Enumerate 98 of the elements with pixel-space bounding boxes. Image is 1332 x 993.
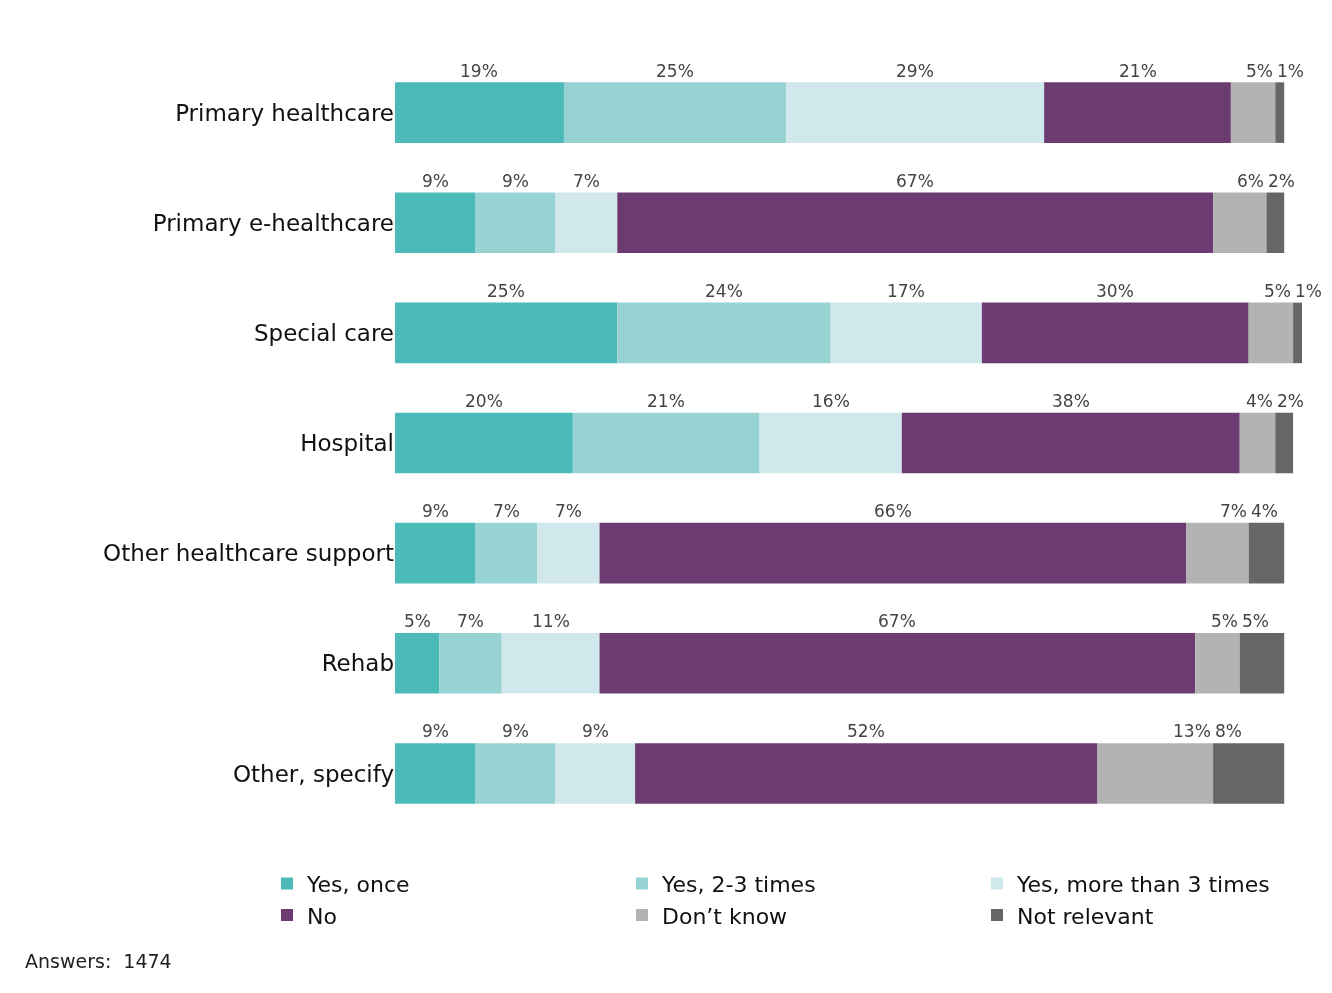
bar: [1248, 522, 1285, 584]
bar: [501, 633, 600, 694]
data-label: 9%: [582, 721, 609, 741]
bar: [1266, 192, 1285, 254]
bar: [599, 633, 1196, 694]
data-label: 7%: [493, 501, 520, 521]
data-label: 9%: [422, 721, 449, 741]
data-label: 7%: [555, 501, 582, 521]
bar: [395, 522, 476, 584]
bar: [617, 192, 1214, 254]
y-tick-label: Special care: [253, 319, 394, 346]
y-tick-label: Other healthcare support: [103, 540, 394, 567]
data-label: 17%: [887, 281, 925, 301]
data-label: 25%: [656, 61, 694, 81]
data-label: 7%: [573, 171, 600, 191]
bar: [599, 522, 1187, 584]
legend-label: Don’t know: [662, 903, 788, 929]
data-label: 1%: [1277, 61, 1304, 81]
text: Answers: 1474: [25, 950, 172, 972]
data-label: 9%: [502, 721, 529, 741]
data-label: 24%: [705, 281, 743, 301]
data-label: 6%: [1237, 171, 1264, 191]
bar: [572, 412, 760, 474]
bar: [981, 302, 1249, 364]
data-label: 67%: [878, 611, 916, 631]
bar: [537, 522, 600, 584]
data-label: 8%: [1215, 721, 1242, 741]
data-label: 7%: [457, 611, 484, 631]
data-label: 67%: [896, 171, 934, 191]
data-label: 9%: [422, 171, 449, 191]
bar: [617, 302, 831, 364]
bar: [1195, 633, 1240, 694]
data-label: 30%: [1096, 281, 1134, 301]
bar: [395, 633, 440, 694]
bar: [1275, 82, 1285, 143]
bar: [1239, 633, 1285, 694]
data-label: 13%: [1173, 721, 1211, 741]
data-label: 5%: [1242, 611, 1269, 631]
bar: [475, 522, 538, 584]
data-label: 2%: [1277, 391, 1304, 411]
bar: [1239, 412, 1276, 474]
bar: [830, 302, 982, 364]
bar: [1293, 302, 1302, 364]
bar: [635, 743, 1098, 804]
data-label: 9%: [422, 501, 449, 521]
data-label: 5%: [404, 611, 431, 631]
bar: [786, 82, 1045, 143]
bar: [1186, 522, 1249, 584]
bar: [395, 192, 476, 254]
y-tick-label: Other, specify: [233, 760, 394, 787]
data-label: 16%: [812, 391, 850, 411]
bar: [475, 743, 556, 804]
data-label: 29%: [896, 61, 934, 81]
legend-label: No: [307, 903, 337, 929]
data-label: 2%: [1268, 171, 1295, 191]
y-tick-label: Hospital: [300, 430, 394, 457]
data-label: 4%: [1251, 501, 1278, 521]
data-label: 25%: [487, 281, 525, 301]
bar: [395, 82, 564, 143]
y-tick-label: Rehab: [321, 650, 394, 677]
bar: [395, 743, 476, 804]
data-label: 19%: [460, 61, 498, 81]
bar: [1230, 82, 1276, 143]
bar: [475, 192, 556, 254]
data-label: 21%: [647, 391, 685, 411]
data-label: 9%: [502, 171, 529, 191]
bar: [395, 412, 573, 474]
legend-label: Yes, 2-3 times: [661, 872, 816, 898]
data-label: 21%: [1119, 61, 1157, 81]
bar: [1213, 192, 1267, 254]
bar: [759, 412, 902, 474]
bar: [1248, 302, 1294, 364]
legend-label: Not relevant: [1017, 903, 1154, 929]
y-tick-label: Primary e-healthcare: [152, 209, 394, 236]
legend-label: Yes, more than 3 times: [1016, 872, 1270, 898]
bar: [1097, 743, 1214, 804]
data-label: 20%: [465, 391, 503, 411]
bar: [1213, 743, 1285, 804]
bar: [439, 633, 502, 694]
data-label: 11%: [532, 611, 570, 631]
y-tick-label: Primary healthcare: [175, 99, 394, 126]
bar: [555, 192, 618, 254]
data-label: 38%: [1052, 391, 1090, 411]
data-label: 1%: [1295, 281, 1322, 301]
bar: [395, 302, 618, 364]
data-label: 5%: [1211, 611, 1238, 631]
bar: [901, 412, 1240, 474]
legend-label: Yes, once: [306, 872, 410, 898]
bar: [1275, 412, 1294, 474]
data-label: 66%: [874, 501, 912, 521]
bar: [563, 82, 787, 143]
data-label: 4%: [1246, 391, 1273, 411]
bar: [1044, 82, 1231, 143]
data-label: 5%: [1246, 61, 1273, 81]
data-label: 52%: [847, 721, 885, 741]
data-label: 5%: [1264, 281, 1291, 301]
data-label: 7%: [1220, 501, 1247, 521]
bar: [555, 743, 636, 804]
